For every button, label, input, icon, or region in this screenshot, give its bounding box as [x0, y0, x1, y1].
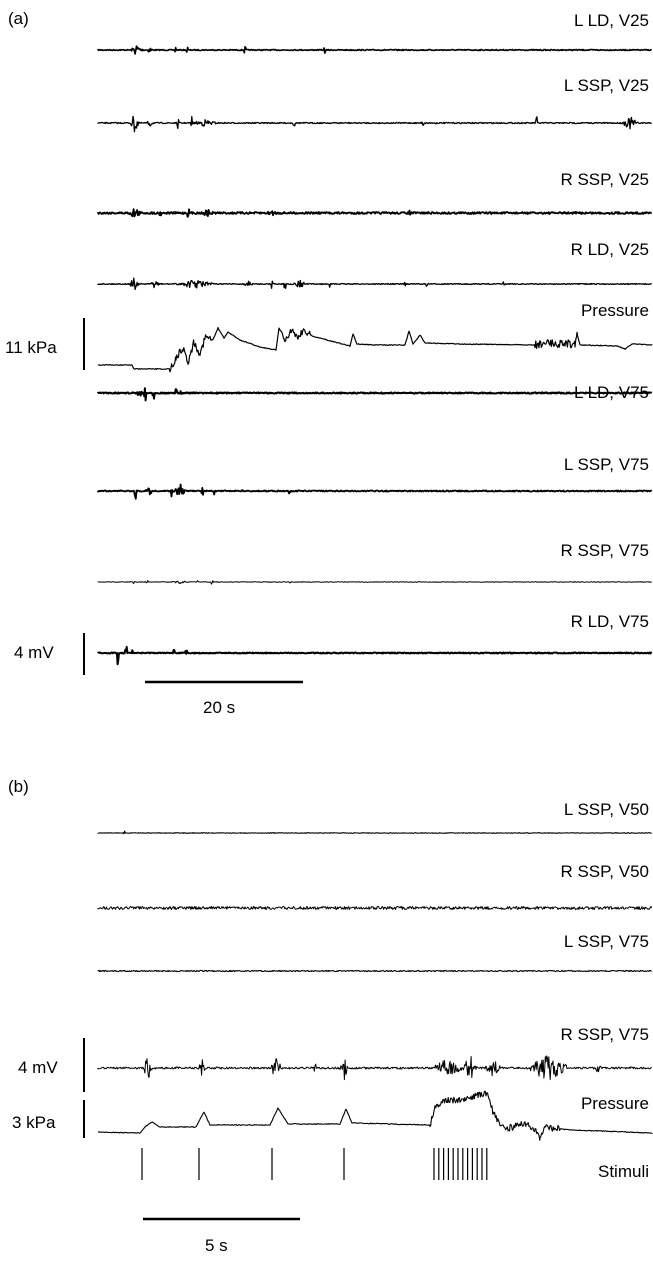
time-scale-a-label: 20 s	[203, 698, 236, 717]
pressure-scale-b-label: 3 kPa	[12, 1113, 56, 1132]
panel-a-label: (a)	[8, 9, 29, 28]
trace-label-a-8: R LD, V75	[570, 612, 649, 631]
pressure-scale-a-label: 11 kPa	[5, 338, 57, 357]
trace-a-r-ssp-v25	[97, 208, 652, 218]
trace-a-r-ld-v75	[97, 645, 653, 666]
trace-label-a-2: R SSP, V25	[560, 170, 649, 189]
panel-b-label: (b)	[8, 777, 29, 796]
trace-a-pressure	[97, 327, 653, 373]
voltage-scale-a-label: 4 mV	[14, 643, 54, 662]
trace-a-l-ld-v75	[97, 387, 653, 402]
trace-label-b-0: L SSP, V50	[563, 800, 649, 819]
trace-label-a-3: R LD, V25	[570, 240, 649, 259]
trace-label-b-1: R SSP, V50	[560, 862, 649, 881]
trace-label-a-5: L LD, V75	[574, 383, 649, 402]
trace-label-a-1: L SSP, V25	[563, 76, 649, 95]
trace-b-pressure	[97, 1090, 653, 1141]
trace-label-b-5: Stimuli	[597, 1162, 649, 1181]
trace-b-l-ssp-v50	[97, 830, 652, 835]
trace-label-a-6: L SSP, V75	[563, 455, 649, 474]
trace-a-r-ssp-v75	[97, 580, 652, 585]
time-scale-b-label: 5 s	[205, 1236, 228, 1255]
trace-label-a-4: Pressure	[580, 301, 649, 320]
trace-b-r-ssp-v50	[97, 906, 653, 910]
trace-b-l-ssp-v75	[97, 969, 652, 973]
voltage-scale-b-label: 4 mV	[18, 1058, 58, 1077]
trace-label-b-3: R SSP, V75	[560, 1025, 649, 1044]
trace-a-l-ssp-v75	[97, 483, 653, 500]
trace-a-l-ld-v25	[97, 45, 652, 55]
trace-b-r-ssp-v75	[97, 1055, 652, 1081]
trace-a-r-ld-v25	[97, 277, 652, 290]
trace-label-a-0: L LD, V25	[574, 11, 649, 30]
trace-a-l-ssp-v25	[97, 115, 652, 133]
trace-label-b-2: L SSP, V75	[563, 932, 649, 951]
trace-label-b-4: Pressure	[580, 1094, 649, 1113]
trace-label-a-7: R SSP, V75	[560, 541, 649, 560]
